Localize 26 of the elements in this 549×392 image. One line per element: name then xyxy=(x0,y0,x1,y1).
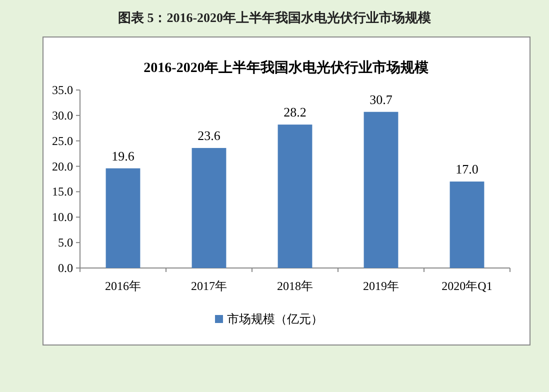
chart-subtitle: 2016-2020年上半年我国水电光伏行业市场规模 xyxy=(144,59,430,76)
chart-title: 图表 5：2016-2020年上半年我国水电光伏行业市场规模 xyxy=(118,10,432,25)
text: 28.2 xyxy=(284,104,306,120)
y-tick-label: 30.0 xyxy=(52,108,73,122)
bar xyxy=(106,168,140,268)
bar xyxy=(192,148,226,268)
bar xyxy=(278,124,312,268)
text: 23.6 xyxy=(198,128,220,143)
y-tick-label: 0.0 xyxy=(58,261,73,275)
y-tick-label: 10.0 xyxy=(52,210,73,224)
bar xyxy=(364,112,398,268)
bar xyxy=(450,182,484,268)
y-tick-label: 15.0 xyxy=(52,184,73,199)
x-tick-label: 2019年 xyxy=(363,279,399,293)
text: 19.6 xyxy=(112,148,134,164)
y-tick-label: 25.0 xyxy=(52,134,73,148)
x-tick-label: 2018年 xyxy=(277,279,313,293)
text: 17.0 xyxy=(456,162,478,177)
x-tick-label: 2020年Q1 xyxy=(442,279,492,293)
y-tick-label: 20.0 xyxy=(52,159,73,174)
x-tick-label: 2016年 xyxy=(105,279,141,293)
x-tick-label: 2017年 xyxy=(191,279,227,293)
y-tick-label: 5.0 xyxy=(58,236,73,250)
text: 30.7 xyxy=(370,92,392,107)
y-tick-label: 35.0 xyxy=(52,83,73,97)
legend-label: 市场规模（亿元） xyxy=(227,312,323,326)
